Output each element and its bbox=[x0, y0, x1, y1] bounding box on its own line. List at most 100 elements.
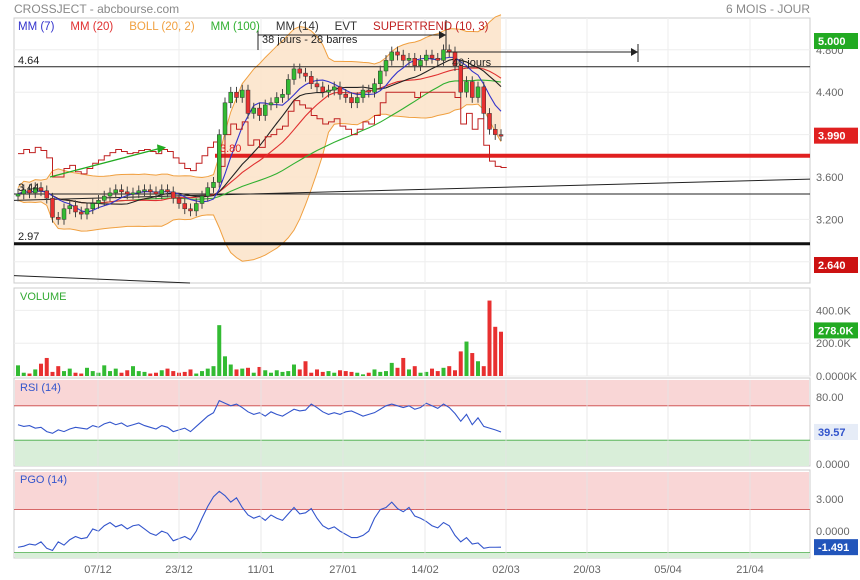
volume-bar bbox=[263, 370, 268, 376]
legend-item: BOLL (20, 2) bbox=[129, 21, 195, 33]
volume-bar bbox=[458, 351, 463, 376]
period-label[interactable]: 6 MOIS - JOUR bbox=[726, 2, 810, 16]
volume-axis: 400.0K 200.0K 0.0000K 278.0K bbox=[814, 305, 858, 383]
level-label-344: 3.44 bbox=[18, 182, 39, 194]
volume-bar bbox=[125, 370, 130, 376]
candle-body bbox=[326, 89, 331, 93]
candle-body bbox=[464, 81, 469, 93]
volume-bar bbox=[407, 369, 411, 376]
x-tick-label: 05/04 bbox=[654, 564, 682, 576]
volume-bar bbox=[441, 367, 446, 376]
price-panel: 4.64 3.80 3.44 2.97 38 jours - 28 barres 40 j… bbox=[13, 14, 858, 284]
candle-body bbox=[96, 200, 101, 204]
volume-bar bbox=[171, 371, 176, 376]
measure-label-2: 40 jours bbox=[452, 57, 492, 69]
volume-bar bbox=[21, 372, 26, 376]
legend-item: MM (7) bbox=[18, 21, 55, 33]
last-rsi-badge-bg bbox=[814, 423, 858, 440]
candle-body bbox=[475, 86, 481, 98]
volume-bar bbox=[119, 372, 124, 376]
volume-bar bbox=[361, 374, 365, 376]
legend-item: EVT bbox=[335, 21, 357, 33]
volume-bar bbox=[297, 369, 302, 376]
candle-body bbox=[27, 189, 32, 194]
volume-tick-label: 400.0K bbox=[816, 305, 852, 317]
volume-bar bbox=[79, 373, 84, 376]
candle-body bbox=[171, 191, 176, 199]
trend-line-lower bbox=[13, 275, 191, 284]
max-price-badge-bg bbox=[814, 33, 858, 49]
candle-body bbox=[176, 197, 182, 204]
volume-bar bbox=[165, 368, 170, 376]
rsi-axis: 80.00 0.0000 39.57 bbox=[814, 392, 858, 471]
volume-bar bbox=[154, 372, 158, 376]
candle-body bbox=[79, 211, 84, 215]
candle-body bbox=[61, 208, 67, 220]
volume-bar bbox=[102, 365, 107, 376]
volume-bar bbox=[194, 373, 199, 376]
pgo-plot bbox=[14, 472, 810, 558]
volume-bar bbox=[412, 366, 417, 376]
candle-body bbox=[44, 190, 49, 199]
volume-bar bbox=[39, 363, 43, 376]
candle-body bbox=[487, 113, 492, 130]
candle-body bbox=[498, 134, 504, 137]
price-tick-label: 3.200 bbox=[816, 214, 844, 226]
volume-tick-label: 200.0K bbox=[816, 338, 852, 350]
volume-bar bbox=[401, 357, 406, 376]
candle-body bbox=[211, 182, 216, 188]
legend-item: MM (20) bbox=[70, 21, 113, 33]
candle-body bbox=[401, 54, 406, 61]
volume-bar bbox=[96, 372, 101, 376]
rsi-plot bbox=[14, 380, 810, 466]
min-price-badge: 2.640 bbox=[818, 260, 846, 272]
last-pgo-badge: -1.491 bbox=[818, 542, 849, 554]
candle-body bbox=[113, 189, 118, 194]
level-label-380: 3.80 bbox=[220, 143, 241, 155]
price-tick-label: 4.400 bbox=[816, 87, 844, 99]
candle-body bbox=[56, 217, 61, 220]
candle-body bbox=[389, 51, 394, 61]
candle-body bbox=[153, 191, 159, 195]
candlesticks bbox=[15, 44, 504, 225]
candle-body bbox=[332, 86, 337, 91]
volume-bar bbox=[113, 368, 118, 376]
volume-bar bbox=[424, 371, 429, 376]
price-tick-label: 3.600 bbox=[816, 172, 844, 184]
volume-bar bbox=[435, 371, 440, 376]
volume-bar bbox=[464, 341, 469, 376]
candle-body bbox=[297, 68, 302, 74]
pgo-panel: 3.000 0.0000 -1.491 PGO (14) bbox=[13, 469, 858, 559]
candle-body bbox=[343, 94, 348, 98]
volume-bar bbox=[372, 369, 377, 376]
candle-body bbox=[435, 58, 440, 61]
volume-bar bbox=[188, 369, 193, 376]
candle-body bbox=[188, 208, 193, 212]
volume-bar bbox=[493, 326, 498, 376]
candle-body bbox=[274, 97, 279, 104]
candle-body bbox=[73, 205, 78, 213]
volume-bar bbox=[343, 371, 348, 376]
candle-body bbox=[257, 107, 262, 116]
volume-bar bbox=[286, 371, 291, 376]
rsi-line bbox=[17, 399, 502, 434]
x-tick-label: 20/03 bbox=[573, 564, 601, 576]
volume-bar bbox=[366, 372, 371, 376]
rsi-tick-label: 80.00 bbox=[816, 392, 844, 404]
volume-bar bbox=[148, 373, 153, 376]
candle-body bbox=[90, 203, 95, 210]
volume-bar bbox=[453, 370, 457, 376]
candle-body bbox=[245, 89, 251, 114]
volume-bar bbox=[90, 371, 95, 376]
x-tick-label: 14/02 bbox=[411, 564, 439, 576]
candle-body bbox=[458, 65, 463, 93]
volume-bar bbox=[447, 366, 452, 376]
candle-body bbox=[199, 195, 205, 204]
volume-bar bbox=[246, 367, 250, 376]
rsi-oversold-zone bbox=[15, 440, 809, 466]
candle-body bbox=[234, 91, 239, 98]
candle-body bbox=[182, 203, 187, 210]
volume-bar bbox=[228, 364, 233, 376]
volume-bar bbox=[378, 371, 383, 376]
